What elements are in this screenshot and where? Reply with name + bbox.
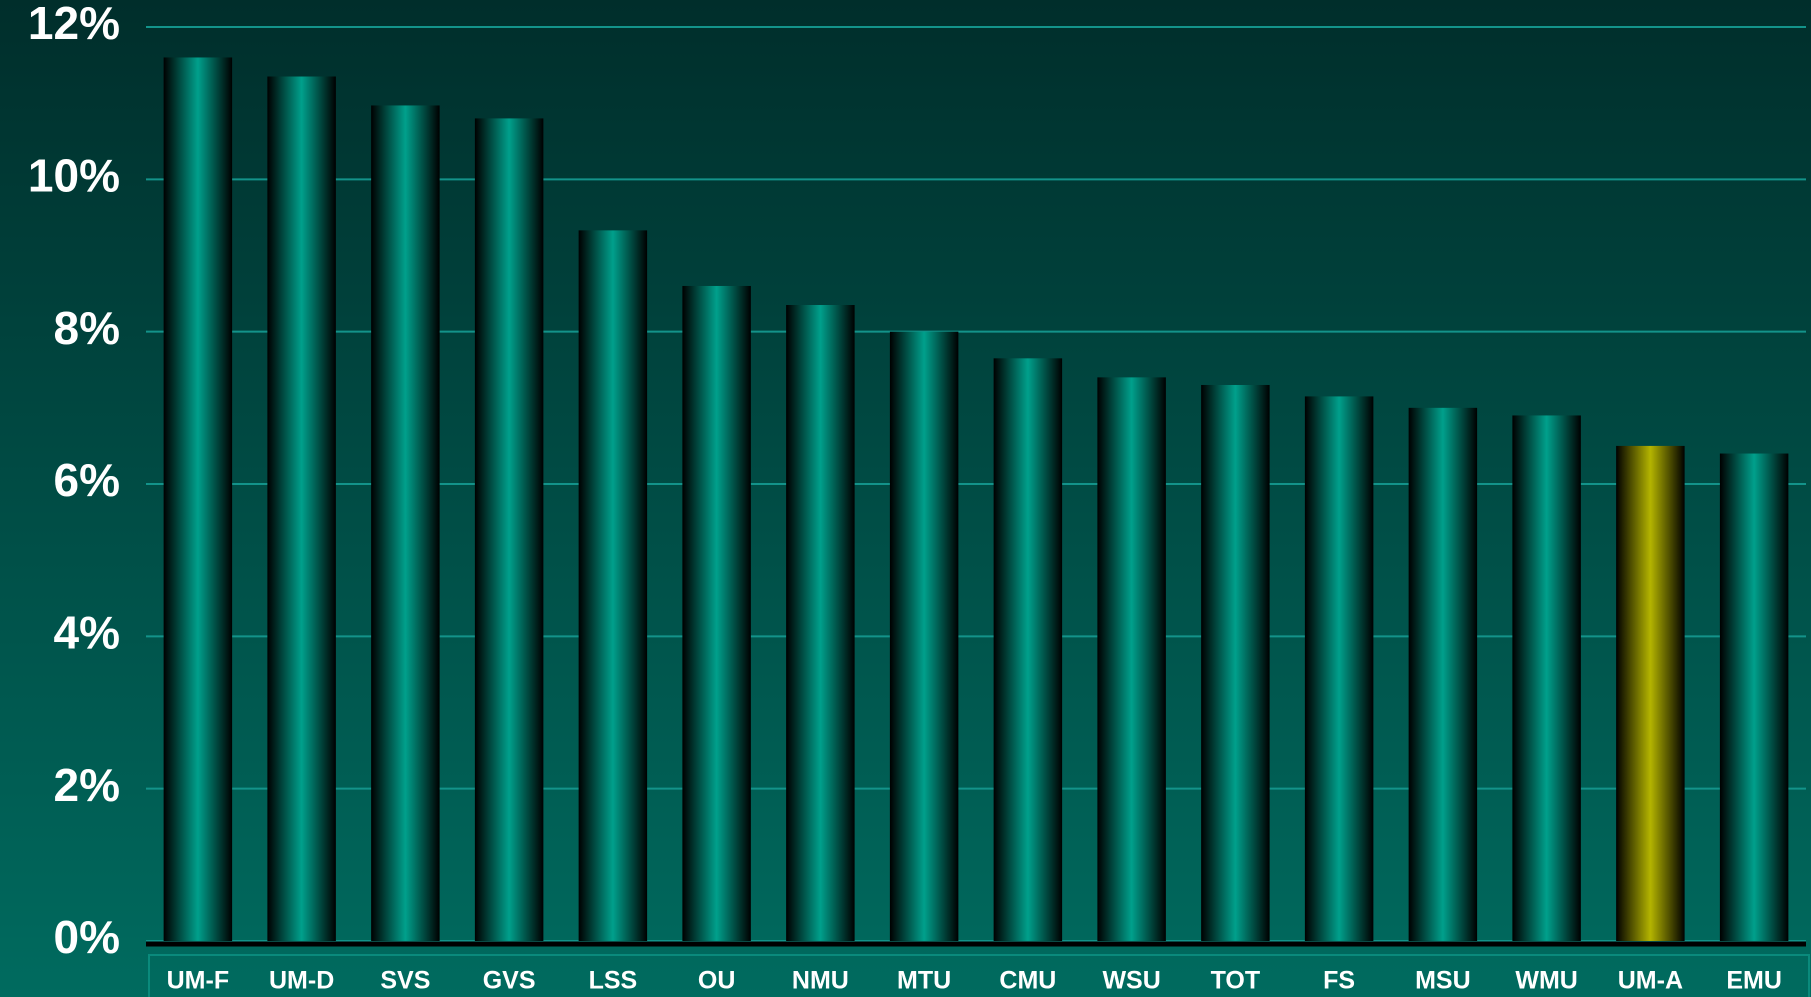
- y-tick-label: 0%: [54, 911, 120, 963]
- bar: [474, 118, 544, 941]
- x-tick-label: WMU: [1515, 967, 1577, 995]
- x-tick-label: UM-D: [269, 967, 334, 995]
- bar: [267, 76, 336, 942]
- bar: [889, 331, 959, 942]
- y-tick-label: 4%: [54, 606, 120, 658]
- bar: [1616, 445, 1685, 941]
- y-tick-label: 12%: [28, 0, 120, 49]
- x-tick-label: NMU: [792, 967, 849, 995]
- x-tick-label: UM-F: [167, 967, 229, 995]
- x-tick-label: TOT: [1211, 967, 1261, 995]
- bar: [682, 285, 751, 941]
- bar: [786, 305, 855, 942]
- x-tick-label: OU: [698, 967, 736, 995]
- x-tick-label: GVS: [483, 967, 536, 995]
- y-tick-label: 2%: [54, 759, 120, 811]
- x-tick-label: MTU: [897, 967, 951, 995]
- bar: [1201, 384, 1270, 941]
- bar: [1512, 415, 1581, 941]
- x-tick-label: MSU: [1415, 967, 1471, 995]
- y-tick-label: 10%: [28, 149, 120, 201]
- bar: [993, 358, 1063, 941]
- x-tick-label: FS: [1323, 967, 1355, 995]
- x-tick-label: SVS: [380, 967, 430, 995]
- x-tick-label: EMU: [1726, 967, 1782, 995]
- x-tick-label: CMU: [999, 967, 1056, 995]
- bar: [1304, 396, 1374, 941]
- bar: [163, 57, 233, 941]
- x-tick-label: LSS: [589, 967, 638, 995]
- y-tick-label: 8%: [54, 302, 120, 354]
- bar: [1719, 453, 1789, 941]
- label-box: [148, 954, 1810, 997]
- y-tick-label: 6%: [54, 454, 120, 506]
- bar: [578, 230, 648, 942]
- bar: [1408, 407, 1478, 941]
- x-tick-label: UM-A: [1618, 967, 1683, 995]
- bar: [371, 105, 440, 942]
- x-tick-label: WSU: [1102, 967, 1160, 995]
- bar: [1097, 377, 1166, 941]
